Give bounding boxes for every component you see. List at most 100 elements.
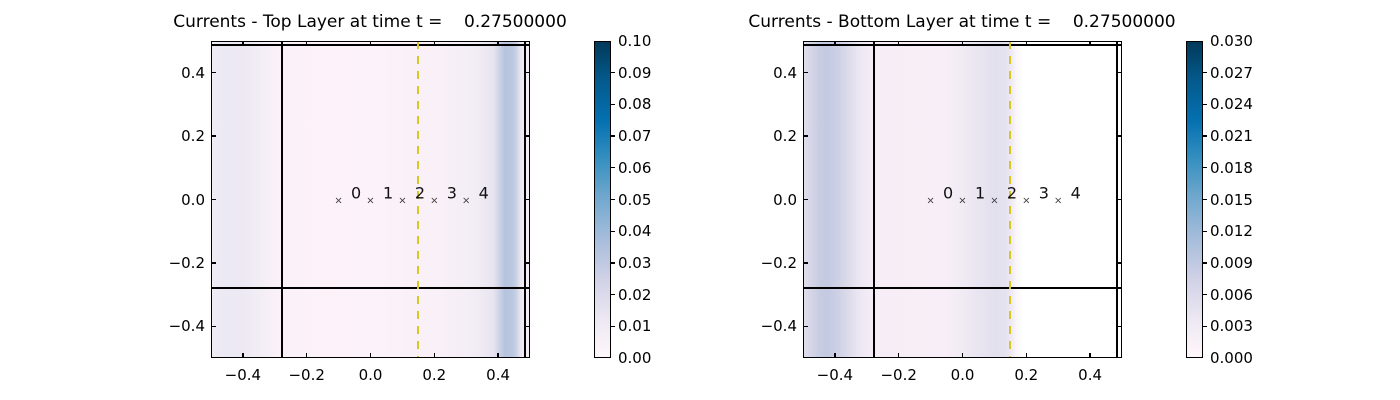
x-tick-mark <box>1025 353 1027 358</box>
x-tick-label: −0.4 <box>224 366 262 384</box>
y-tick-mark <box>525 198 530 201</box>
colorbar-tick-label: 0.09 <box>618 63 652 82</box>
colorbar-tick-label: 0.06 <box>618 158 652 177</box>
x-tick-mark <box>306 41 308 46</box>
x-tick-mark <box>369 41 372 46</box>
y-tick-mark <box>1117 72 1122 74</box>
colorbar-tick-mark <box>1203 198 1207 201</box>
plot-area: × 0 × 1 × 2 × 3 × 4 <box>211 41 530 358</box>
x-tick-label: 0.4 <box>1078 366 1103 384</box>
colorbar-tick-label: 0.000 <box>1210 349 1253 367</box>
colorbar-tick-mark <box>1203 72 1207 74</box>
colorbar-tick-mark <box>611 293 615 296</box>
station-marker-x: × <box>398 195 407 207</box>
station-marker-x: × <box>334 195 343 207</box>
colorbar-tick-label: 0.018 <box>1210 158 1253 177</box>
colorbar-tick-label: 0.08 <box>618 95 652 114</box>
domain-boundary-line <box>873 41 876 358</box>
y-tick-label: −0.2 <box>168 253 205 272</box>
colorbar-tick-label: 0.07 <box>618 127 652 146</box>
colorbar-tick-mark <box>1203 135 1207 137</box>
x-tick-label: −0.2 <box>880 366 917 384</box>
colorbar-tick-mark <box>611 103 615 106</box>
colorbar-frame <box>594 41 611 358</box>
y-tick-label: 0.2 <box>181 127 205 146</box>
colorbar-tick-label: 0.10 <box>618 32 652 50</box>
colorbar-tick-label: 0.030 <box>1210 32 1253 50</box>
colorbar-tick-mark <box>611 230 615 232</box>
x-tick-mark <box>497 353 499 358</box>
x-tick-mark <box>898 353 900 358</box>
colorbar-tick-label: 0.015 <box>1210 190 1253 209</box>
x-tick-mark <box>242 353 244 358</box>
x-tick-label: 0.0 <box>950 366 975 384</box>
colorbar-tick-label: 0.027 <box>1210 63 1253 82</box>
y-tick-mark <box>525 135 530 137</box>
y-tick-mark <box>525 72 530 74</box>
x-tick-label: 0.2 <box>1014 366 1039 384</box>
colorbar-tick-label: 0.003 <box>1210 317 1253 336</box>
y-tick-mark <box>803 325 808 327</box>
x-tick-mark <box>433 41 435 46</box>
y-tick-mark <box>803 198 808 201</box>
y-tick-label: −0.4 <box>168 317 205 336</box>
colorbar-tick-mark <box>611 325 615 327</box>
colorbar-tick-mark <box>611 135 615 137</box>
colorbar-tick-label: 0.01 <box>618 317 652 336</box>
x-tick-mark <box>306 353 308 358</box>
station-marker-x: × <box>1053 195 1063 207</box>
station-number-label: 3 <box>446 183 457 203</box>
colorbar-tick-mark <box>1203 167 1207 169</box>
y-tick-mark <box>803 262 808 264</box>
x-tick-mark <box>1089 41 1091 46</box>
y-tick-mark <box>211 72 216 74</box>
y-tick-mark <box>525 262 530 264</box>
station-marker-x: × <box>1022 195 1031 207</box>
colorbar-tick-mark <box>1203 230 1207 232</box>
y-tick-mark <box>1117 198 1122 201</box>
x-tick-mark <box>961 353 964 358</box>
colorbar-tick-label: 0.00 <box>618 349 652 367</box>
domain-boundary-line <box>523 41 526 358</box>
station-marker-x: × <box>990 195 999 207</box>
station-number-label: 3 <box>1038 183 1049 203</box>
station-marker-x: × <box>461 195 471 207</box>
x-tick-mark <box>1089 353 1091 358</box>
panel-title-bottom-layer: Currents - Bottom Layer at time t = 0.27… <box>748 12 1176 32</box>
domain-boundary-line <box>803 287 1122 290</box>
colorbar-tick-label: 0.021 <box>1210 127 1253 146</box>
colorbar-tick-label: 0.006 <box>1210 285 1253 304</box>
y-tick-mark <box>211 198 216 201</box>
y-tick-mark <box>1117 135 1122 137</box>
y-tick-mark <box>803 72 808 74</box>
colorbar-tick-label: 0.03 <box>618 253 652 272</box>
colorbar-tick-label: 0.024 <box>1210 95 1253 114</box>
y-tick-mark <box>803 135 808 137</box>
plot-area: × 0 × 1 × 2 × 3 × 4 <box>803 41 1122 358</box>
colorbar-tick-mark <box>1203 262 1207 264</box>
x-tick-label: −0.2 <box>288 366 325 384</box>
y-tick-label: 0.4 <box>773 63 797 82</box>
y-tick-label: 0.0 <box>773 190 797 209</box>
colorbar-tick-label: 0.05 <box>618 190 652 209</box>
y-tick-mark <box>211 135 216 137</box>
y-tick-label: −0.4 <box>760 317 797 336</box>
release-location-dashed-line <box>1009 41 1012 358</box>
x-tick-mark <box>369 353 372 358</box>
y-tick-mark <box>211 325 216 327</box>
colorbar-tick-mark <box>1203 103 1207 106</box>
colorbar-tick-mark <box>611 72 615 74</box>
station-marker-x: × <box>958 195 967 207</box>
colorbar-tick-label: 0.009 <box>1210 253 1253 272</box>
x-tick-label: 0.2 <box>422 366 447 384</box>
y-tick-mark <box>525 325 530 327</box>
colorbar <box>1186 41 1207 358</box>
panel-title-top-layer: Currents - Top Layer at time t = 0.27500… <box>173 12 567 32</box>
station-number-label: 2 <box>1006 183 1018 203</box>
x-tick-mark <box>497 41 499 46</box>
x-tick-label: −0.4 <box>816 366 854 384</box>
colorbar-tick-label: 0.02 <box>618 285 652 304</box>
x-tick-label: 0.4 <box>486 366 511 384</box>
colorbar-tick-label: 0.04 <box>618 222 652 241</box>
